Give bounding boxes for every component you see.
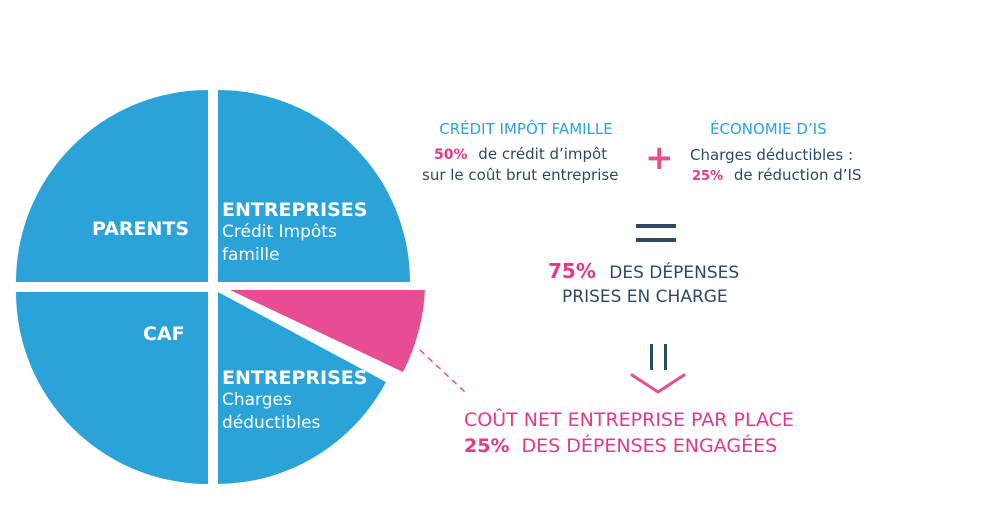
slice-title: ENTREPRISES <box>222 367 368 389</box>
credit-line2: sur le coût brut entreprise <box>422 166 619 184</box>
slice-label-caf: CAF <box>143 323 185 345</box>
pie-slice-parents <box>16 90 208 282</box>
credit-text1: de crédit d’impôt <box>478 145 608 163</box>
plus-sign: + <box>645 138 674 178</box>
arrow-shaft-right <box>664 344 667 370</box>
slice-title: ENTREPRISES <box>222 199 368 221</box>
chevron-down-icon <box>630 373 686 394</box>
net-cost-text2: DES DÉPENSES ENGAGÉES <box>521 435 778 457</box>
result-line1: 75% DES DÉPENSES <box>548 259 739 283</box>
credit-line1: 50% de crédit d’impôt <box>434 145 607 163</box>
equals-sign-top <box>636 224 676 228</box>
credit-percent: 50% <box>434 147 468 163</box>
net-cost-line2: 25% DES DÉPENSES ENGAGÉES <box>464 435 777 457</box>
result-line2: PRISES EN CHARGE <box>562 287 728 307</box>
net-cost-percent: 25% <box>464 435 510 457</box>
slice-line2: déductibles <box>222 413 321 433</box>
result-percent: 75% <box>548 259 596 283</box>
pie-slice-net-cost <box>230 290 425 372</box>
arrow-shaft-left <box>650 344 653 370</box>
pie-slice-entreprises-credit <box>218 90 410 282</box>
is-line1: Charges déductibles : <box>690 146 854 164</box>
slice-line1: Charges <box>222 390 292 410</box>
equals-sign-bottom <box>636 238 676 242</box>
net-cost-line1: COÛT NET ENTREPRISE PAR PLACE <box>464 409 794 431</box>
credit-heading: CRÉDIT IMPÔT FAMILLE <box>439 120 613 138</box>
slice-label-entreprises-charges: ENTREPRISES Charges déductibles <box>222 367 367 435</box>
slice-line1: Crédit Impôts <box>222 222 337 242</box>
is-text2: de réduction d’IS <box>733 166 862 184</box>
slice-line2: famille <box>222 245 280 265</box>
slice-label-parents: PARENTS <box>92 218 190 240</box>
is-heading: ÉCONOMIE D’IS <box>710 120 827 138</box>
is-percent: 25% <box>692 169 724 184</box>
is-line2: 25% de réduction d’IS <box>692 166 862 184</box>
result-text1: DES DÉPENSES <box>609 263 740 283</box>
slice-label-entreprises-credit: ENTREPRISES Crédit Impôts famille <box>222 199 367 267</box>
pie-slice-caf <box>16 292 208 484</box>
pie-slice-entreprises-charges <box>218 292 386 484</box>
dashed-connector <box>419 349 466 393</box>
